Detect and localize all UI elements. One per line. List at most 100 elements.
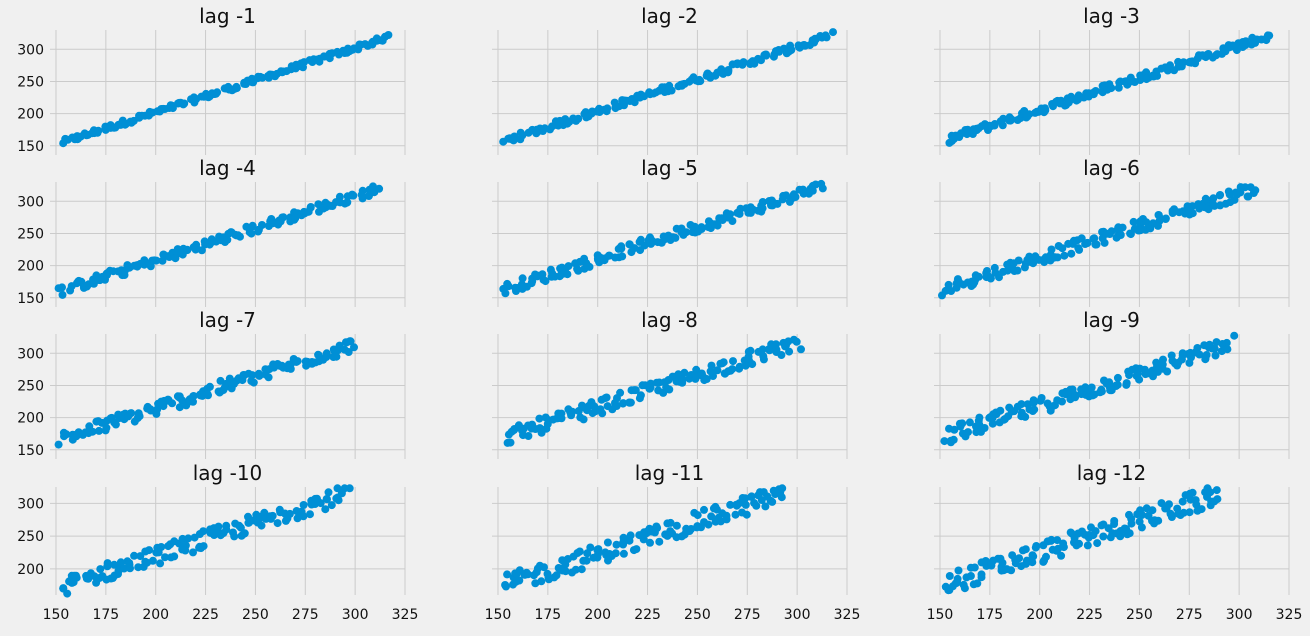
panel-10: 200 250 300 150 175 200 225 250 275 300 325 lag -10 bbox=[17, 461, 418, 623]
scatter-point bbox=[1236, 183, 1245, 192]
x-tick-label: 175 bbox=[534, 607, 561, 623]
scatter-point bbox=[1060, 251, 1069, 260]
scatter-point bbox=[646, 383, 655, 392]
scatter-point bbox=[722, 511, 731, 520]
scatter-point bbox=[1057, 551, 1066, 560]
scatter-point bbox=[959, 580, 968, 589]
scatter-point bbox=[958, 419, 967, 428]
x-tick-label: 325 bbox=[1276, 607, 1303, 623]
scatter-point bbox=[728, 217, 737, 225]
scatter-point bbox=[797, 345, 805, 354]
scatter-point bbox=[1089, 531, 1098, 540]
scatter-point bbox=[574, 114, 583, 123]
scatter-point bbox=[1213, 495, 1222, 504]
scatter-point bbox=[785, 347, 794, 356]
scatter-point bbox=[1058, 397, 1066, 406]
scatter-point bbox=[1142, 218, 1151, 227]
scatter-point bbox=[1161, 214, 1170, 223]
scatter-point bbox=[697, 369, 706, 378]
scatter-point bbox=[1074, 244, 1083, 253]
scatter-point bbox=[747, 492, 756, 501]
scatter-point bbox=[627, 248, 636, 257]
scatter-point bbox=[1185, 358, 1194, 367]
scatter-point bbox=[94, 126, 103, 135]
scatter-point bbox=[791, 193, 800, 201]
scatter-point bbox=[678, 375, 687, 384]
scatter-point bbox=[773, 199, 782, 208]
scatter-point bbox=[613, 394, 621, 403]
y-tick-label: 300 bbox=[17, 194, 44, 210]
scatter-point bbox=[739, 58, 748, 67]
scatter-point bbox=[120, 271, 129, 279]
scatter-point bbox=[247, 229, 256, 238]
y-tick-label: 150 bbox=[17, 443, 44, 459]
scatter-point bbox=[1165, 500, 1173, 509]
scatter-point bbox=[1014, 256, 1023, 265]
scatter-point bbox=[711, 502, 720, 511]
scatter-point bbox=[203, 390, 212, 399]
scatter-point bbox=[1059, 539, 1068, 548]
scatter-point bbox=[173, 245, 182, 254]
scatter-point bbox=[335, 192, 344, 201]
scatter-point bbox=[285, 509, 294, 518]
scatter-point bbox=[1105, 230, 1114, 238]
scatter-point bbox=[731, 510, 740, 519]
scatter-point bbox=[1007, 566, 1016, 575]
scatter-point bbox=[1100, 238, 1109, 247]
y-tick-label: 150 bbox=[17, 291, 44, 307]
scatter-point bbox=[255, 371, 264, 380]
scatter-point bbox=[762, 51, 771, 60]
scatter-point bbox=[1154, 516, 1163, 525]
scatter-point bbox=[1191, 348, 1200, 357]
x-tick-label: 300 bbox=[784, 607, 811, 623]
scatter-point bbox=[1167, 351, 1176, 360]
scatter-point bbox=[980, 424, 989, 432]
scatter-point bbox=[1091, 87, 1100, 95]
scatter-point bbox=[1093, 539, 1102, 548]
scatter-point bbox=[170, 552, 179, 561]
x-tick-label: 150 bbox=[927, 607, 954, 623]
scatter-point bbox=[1185, 489, 1194, 498]
scatter-point bbox=[538, 127, 547, 135]
scatter-point bbox=[168, 104, 177, 113]
scatter-point bbox=[323, 495, 331, 504]
scatter-point bbox=[127, 409, 136, 418]
y-tick-label: 250 bbox=[17, 74, 44, 90]
x-tick-label: 300 bbox=[1226, 607, 1253, 623]
panel-8: lag -8 bbox=[492, 308, 848, 459]
panel-title: lag -5 bbox=[641, 156, 698, 180]
scatter-point bbox=[965, 418, 974, 427]
scatter-point bbox=[507, 427, 516, 436]
panel-title: lag -7 bbox=[199, 308, 256, 332]
scatter-point bbox=[306, 203, 315, 211]
scatter-point bbox=[759, 352, 768, 361]
scatter-point bbox=[1163, 367, 1172, 376]
scatter-point bbox=[503, 570, 512, 579]
scatter-point bbox=[126, 564, 134, 573]
scatter-point bbox=[1206, 488, 1215, 497]
scatter-point bbox=[611, 103, 620, 112]
scatter-point bbox=[1194, 200, 1203, 209]
scatter-point bbox=[1099, 532, 1108, 541]
scatter-point bbox=[619, 549, 628, 558]
scatter-point bbox=[636, 235, 645, 244]
scatter-point bbox=[541, 277, 550, 286]
scatter-point bbox=[116, 558, 125, 567]
scatter-point bbox=[216, 531, 225, 540]
scatter-point bbox=[596, 405, 605, 414]
scatter-point bbox=[247, 377, 256, 385]
panel-title: lag -6 bbox=[1083, 156, 1140, 180]
scatter-point bbox=[677, 224, 686, 233]
scatter-point bbox=[1015, 554, 1024, 563]
panel-3: lag -3 bbox=[934, 4, 1290, 155]
scatter-point bbox=[518, 274, 527, 283]
panel-2: lag -2 bbox=[492, 4, 848, 155]
scatter-point bbox=[344, 348, 353, 356]
scatter-point bbox=[1031, 252, 1040, 261]
y-tick-label: 250 bbox=[17, 378, 44, 394]
scatter-point bbox=[1058, 244, 1067, 253]
scatter-point bbox=[1110, 520, 1119, 528]
scatter-point bbox=[585, 262, 594, 271]
scatter-point bbox=[337, 489, 346, 498]
